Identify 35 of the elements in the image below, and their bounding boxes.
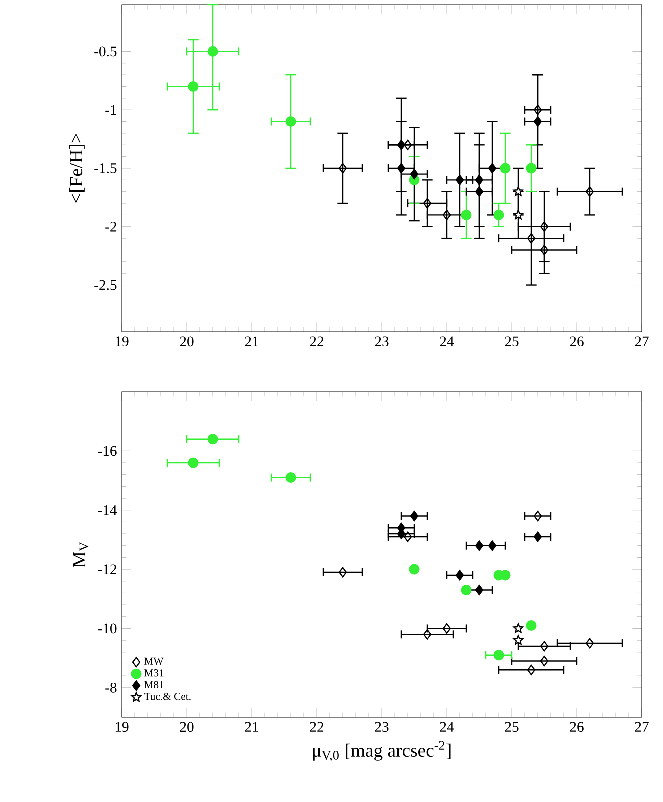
legend-label: M81 bbox=[144, 681, 164, 688]
x-tick-label: 25 bbox=[505, 722, 519, 732]
x-tick-label: 19 bbox=[116, 722, 129, 732]
x-tick-label: 21 bbox=[245, 336, 258, 346]
y-axis-title: M$_{V}$ bbox=[73, 542, 89, 568]
x-tick-label: 27 bbox=[635, 722, 649, 732]
y-tick-label: -16 bbox=[98, 446, 117, 456]
x-tick-label: 23 bbox=[375, 336, 389, 347]
x-tick-label: 26 bbox=[570, 722, 584, 732]
legend-label: M31 bbox=[144, 670, 164, 677]
x-tick-label: 22 bbox=[310, 336, 324, 346]
legend-label: Tuc.& Cet. bbox=[144, 693, 191, 700]
x-tick-label: 24 bbox=[440, 336, 454, 346]
y-tick-label: -12 bbox=[98, 564, 116, 574]
x-tick-label: 19 bbox=[116, 336, 129, 347]
legend-label: MW bbox=[144, 658, 164, 666]
x-tick-label: 27 bbox=[635, 336, 649, 346]
x-axis-title: μ$_{V,0}$ [mag arcsec$^{-2}$] bbox=[313, 741, 451, 762]
y-tick-label: -8 bbox=[106, 682, 117, 693]
y-tick-label: -14 bbox=[98, 506, 118, 516]
x-tick-label: 20 bbox=[180, 336, 194, 347]
y-tick-label: -1.5 bbox=[94, 164, 117, 174]
x-tick-label: 20 bbox=[180, 722, 194, 732]
x-tick-label: 23 bbox=[375, 722, 389, 732]
x-tick-label: 22 bbox=[310, 722, 324, 732]
y-tick-label: -2.5 bbox=[94, 280, 117, 290]
y-axis-title: <[Fe/H]> bbox=[69, 134, 85, 203]
y-tick-label: -1 bbox=[106, 105, 116, 115]
x-tick-label: 25 bbox=[505, 336, 519, 347]
y-tick-label: -0.5 bbox=[94, 46, 117, 57]
x-tick-label: 26 bbox=[570, 336, 584, 347]
x-tick-label: 24 bbox=[440, 722, 454, 732]
y-tick-label: -10 bbox=[98, 624, 117, 634]
y-tick-label: -2 bbox=[106, 222, 116, 232]
x-tick-label: 21 bbox=[245, 722, 258, 732]
